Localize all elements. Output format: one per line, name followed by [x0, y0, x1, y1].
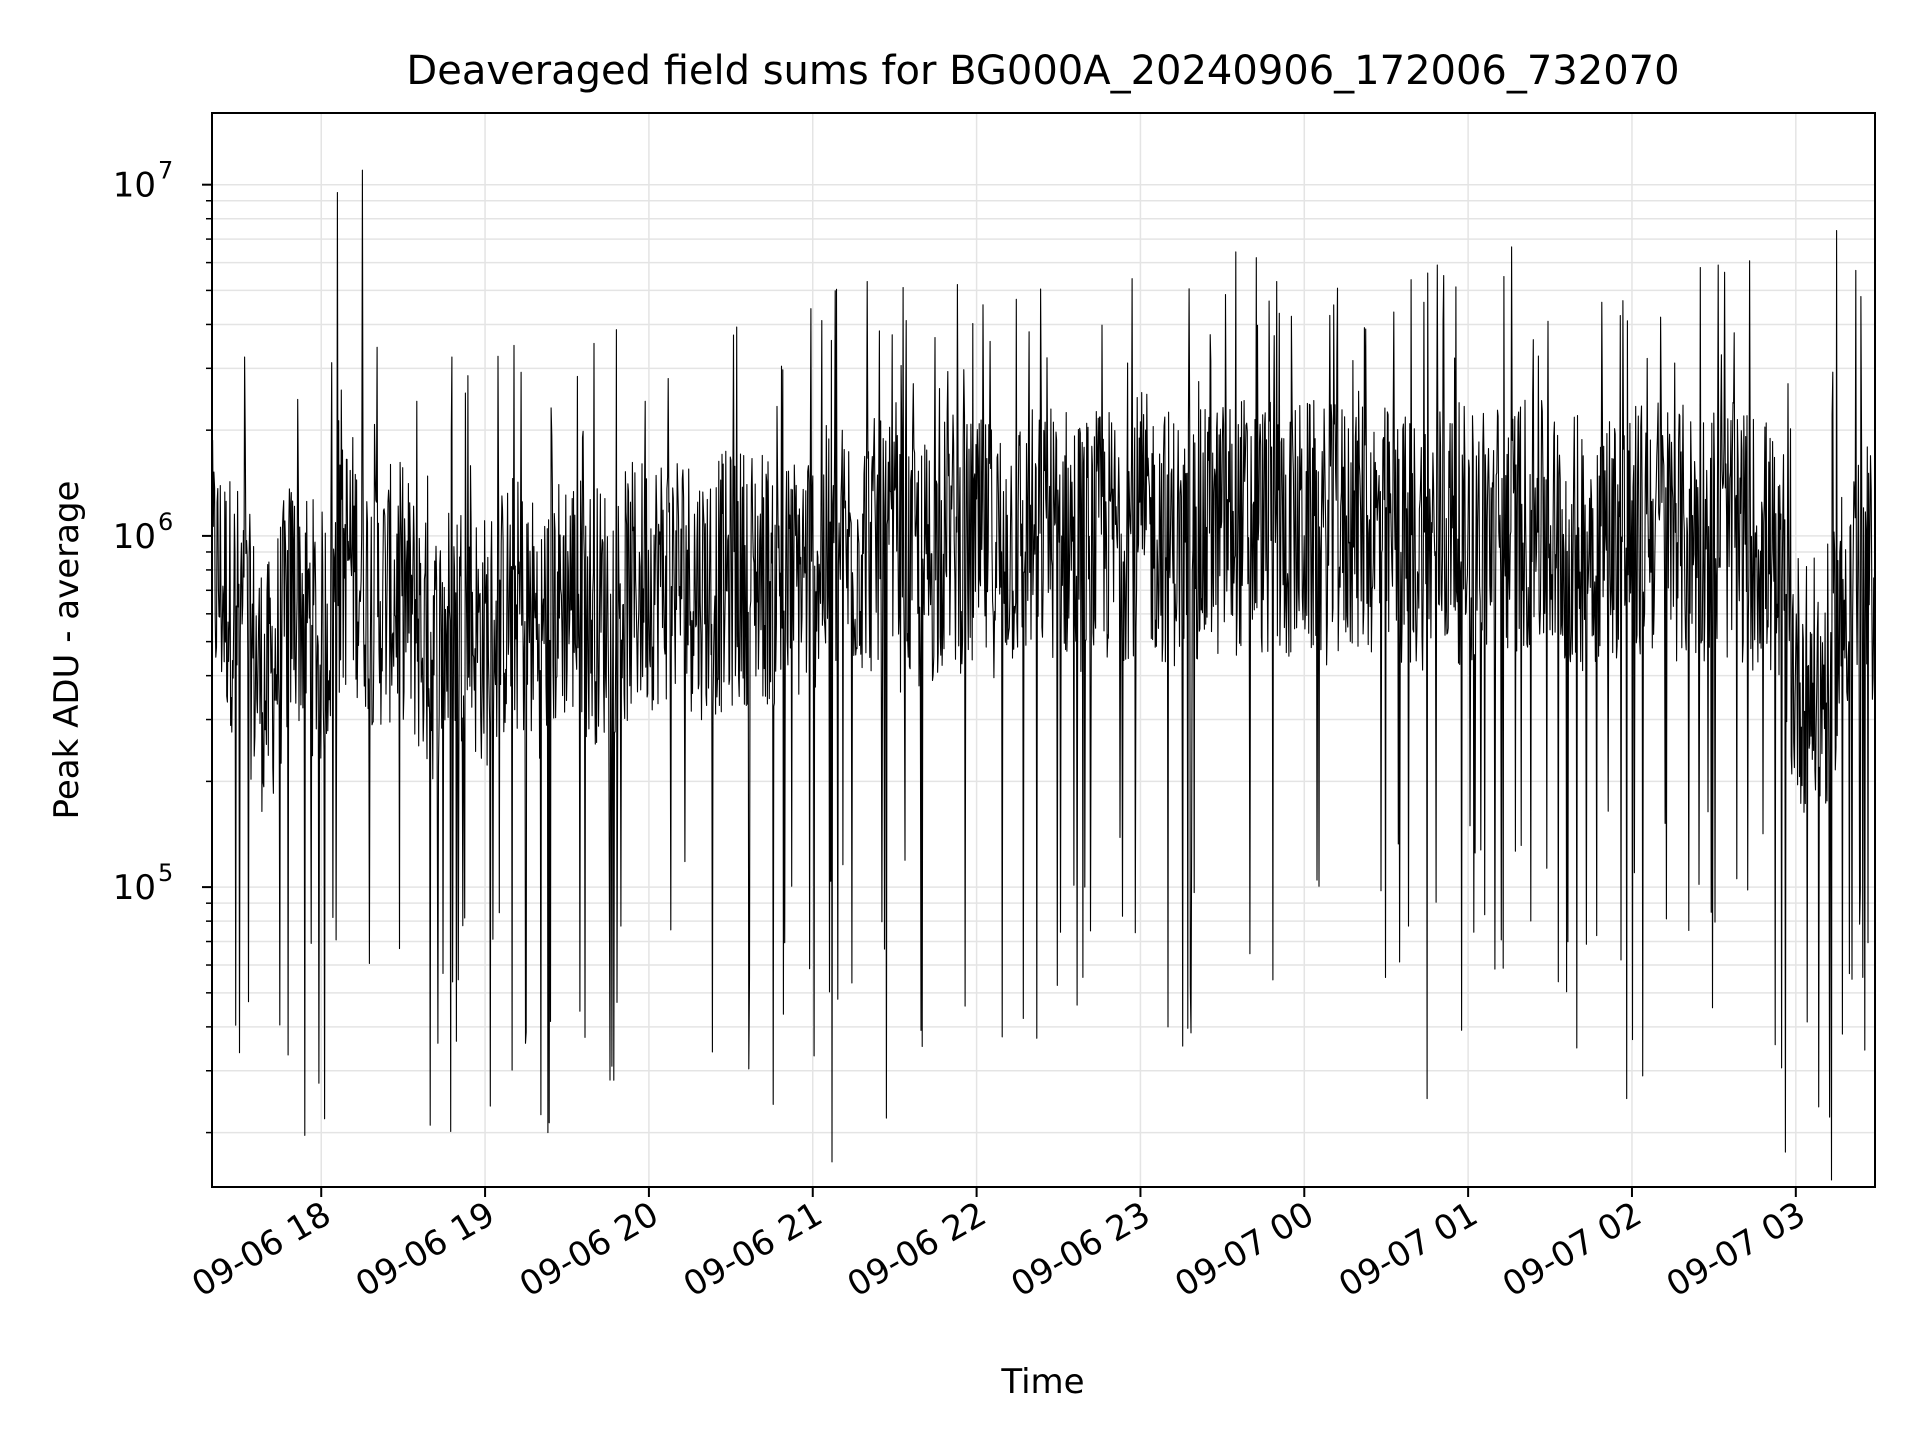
- grid: [212, 113, 1875, 1187]
- chart-title: Deaveraged field sums for BG000A_2024090…: [406, 48, 1679, 94]
- y-tick-label: 10: [113, 166, 156, 206]
- y-tick-label-exponent: 5: [158, 859, 173, 887]
- y-tick-label: 10: [113, 517, 156, 557]
- series-layer: [211, 169, 1876, 1181]
- plot-area: [212, 113, 1875, 1187]
- y-tick-label-exponent: 7: [158, 157, 173, 185]
- y-axis-label: Peak ADU - average: [47, 481, 87, 820]
- y-tick-label-exponent: 6: [158, 508, 173, 536]
- x-axis-label: Time: [1000, 1362, 1084, 1402]
- y-tick-label: 10: [113, 868, 156, 908]
- series-line-0: [211, 169, 1876, 1181]
- plot-frame: [211, 112, 1876, 1188]
